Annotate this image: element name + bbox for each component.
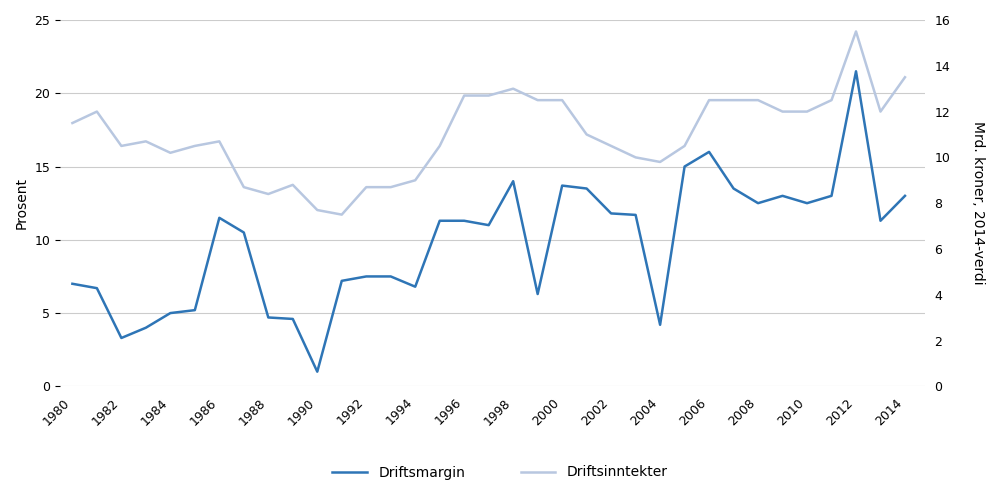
Line: Driftsinntekter: Driftsinntekter <box>72 31 905 215</box>
Driftsmargin <box>385 274 397 279</box>
Driftsinntekter <box>874 109 886 115</box>
Driftsinntekter <box>287 182 299 188</box>
Driftsmargin <box>654 322 666 328</box>
Driftsmargin <box>581 185 593 191</box>
Y-axis label: Mrd. kroner, 2014-verdi: Mrd. kroner, 2014-verdi <box>971 122 985 285</box>
Driftsinntekter <box>777 109 789 115</box>
Driftsmargin <box>164 310 176 316</box>
Driftsmargin <box>483 222 495 228</box>
Driftsinntekter <box>752 97 764 103</box>
Line: Driftsmargin: Driftsmargin <box>72 71 905 371</box>
Driftsinntekter <box>679 143 691 149</box>
Driftsmargin <box>458 218 470 224</box>
Driftsinntekter <box>532 97 544 103</box>
Driftsmargin <box>605 211 617 216</box>
Driftsinntekter <box>385 184 397 190</box>
Driftsmargin <box>287 316 299 322</box>
Driftsmargin <box>850 68 862 74</box>
Driftsmargin <box>140 325 152 331</box>
Driftsinntekter <box>91 109 103 115</box>
Driftsmargin <box>213 215 225 221</box>
Driftsinntekter <box>630 154 642 160</box>
Driftsinntekter <box>164 150 176 156</box>
Driftsinntekter <box>140 138 152 144</box>
Driftsmargin <box>630 212 642 218</box>
Driftsmargin <box>874 218 886 224</box>
Driftsmargin <box>360 274 372 279</box>
Driftsmargin <box>801 200 813 206</box>
Driftsmargin <box>777 193 789 199</box>
Legend: Driftsmargin, Driftsinntekter: Driftsmargin, Driftsinntekter <box>327 460 673 485</box>
Driftsinntekter <box>826 97 838 103</box>
Driftsmargin <box>556 183 568 188</box>
Driftsinntekter <box>360 184 372 190</box>
Driftsmargin <box>532 291 544 297</box>
Driftsinntekter <box>238 184 250 190</box>
Driftsinntekter <box>434 143 446 149</box>
Driftsmargin <box>679 163 691 169</box>
Driftsinntekter <box>458 92 470 98</box>
Driftsinntekter <box>507 86 519 92</box>
Driftsmargin <box>728 185 740 191</box>
Driftsinntekter <box>581 131 593 137</box>
Driftsinntekter <box>189 143 201 149</box>
Driftsmargin <box>91 285 103 291</box>
Driftsinntekter <box>801 109 813 115</box>
Driftsmargin <box>899 193 911 199</box>
Driftsmargin <box>238 230 250 236</box>
Driftsinntekter <box>728 97 740 103</box>
Driftsinntekter <box>703 97 715 103</box>
Driftsmargin <box>189 307 201 313</box>
Driftsmargin <box>115 335 127 341</box>
Driftsinntekter <box>66 120 78 126</box>
Driftsinntekter <box>605 143 617 149</box>
Driftsinntekter <box>311 207 323 213</box>
Driftsmargin <box>311 369 323 374</box>
Driftsmargin <box>826 193 838 199</box>
Driftsinntekter <box>409 177 421 183</box>
Driftsinntekter <box>654 159 666 165</box>
Driftsmargin <box>434 218 446 224</box>
Driftsinntekter <box>556 97 568 103</box>
Driftsinntekter <box>115 143 127 149</box>
Driftsinntekter <box>850 29 862 34</box>
Driftsinntekter <box>336 212 348 217</box>
Driftsinntekter <box>262 191 274 197</box>
Driftsmargin <box>507 178 519 184</box>
Driftsmargin <box>703 149 715 155</box>
Driftsmargin <box>409 284 421 290</box>
Driftsmargin <box>262 314 274 320</box>
Driftsinntekter <box>899 74 911 80</box>
Driftsmargin <box>336 278 348 284</box>
Driftsinntekter <box>213 138 225 144</box>
Driftsinntekter <box>483 92 495 98</box>
Driftsmargin <box>66 281 78 287</box>
Y-axis label: Prosent: Prosent <box>15 177 29 229</box>
Driftsmargin <box>752 200 764 206</box>
